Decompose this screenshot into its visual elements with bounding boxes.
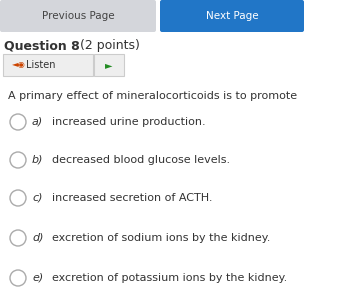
- FancyBboxPatch shape: [94, 54, 124, 76]
- Text: d): d): [32, 233, 44, 243]
- Text: ◄◉: ◄◉: [12, 60, 26, 70]
- Text: c): c): [32, 193, 42, 203]
- Text: decreased blood glucose levels.: decreased blood glucose levels.: [52, 155, 230, 165]
- Text: ►: ►: [105, 60, 113, 70]
- FancyBboxPatch shape: [160, 0, 304, 32]
- FancyBboxPatch shape: [3, 54, 93, 76]
- Text: increased urine production.: increased urine production.: [52, 117, 206, 127]
- Text: (2 points): (2 points): [76, 40, 140, 52]
- Text: b): b): [32, 155, 44, 165]
- Text: Previous Page: Previous Page: [42, 11, 114, 21]
- Text: a): a): [32, 117, 43, 127]
- Text: excretion of sodium ions by the kidney.: excretion of sodium ions by the kidney.: [52, 233, 270, 243]
- Text: e): e): [32, 273, 43, 283]
- FancyBboxPatch shape: [0, 0, 156, 32]
- Text: Next Page: Next Page: [206, 11, 258, 21]
- Text: A primary effect of mineralocorticoids is to promote: A primary effect of mineralocorticoids i…: [8, 91, 297, 101]
- Text: increased secretion of ACTH.: increased secretion of ACTH.: [52, 193, 212, 203]
- Text: Listen: Listen: [26, 60, 55, 70]
- Text: excretion of potassium ions by the kidney.: excretion of potassium ions by the kidne…: [52, 273, 287, 283]
- Text: Question 8: Question 8: [4, 40, 80, 52]
